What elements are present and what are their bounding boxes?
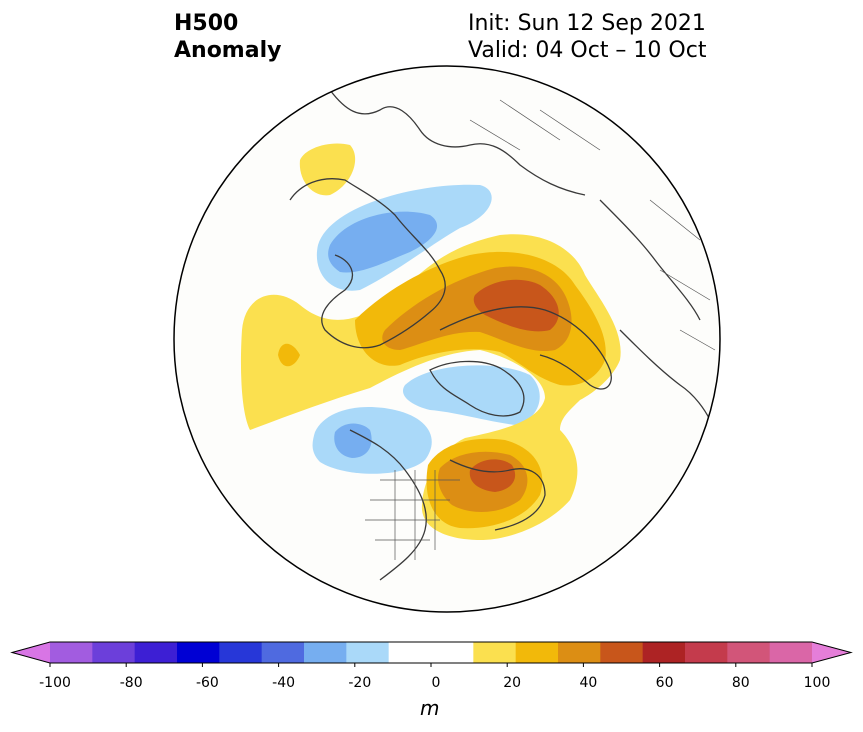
unit-label: m xyxy=(420,696,440,720)
colorbar-segment xyxy=(558,642,601,663)
colorbar-tick-label: -100 xyxy=(39,675,71,691)
colorbar-extend-low xyxy=(12,642,50,663)
colorbar-segment xyxy=(50,642,93,663)
positive-anomaly-redorange xyxy=(469,279,559,492)
colorbar-segment xyxy=(769,642,813,663)
colorbar-tick-label: 100 xyxy=(803,675,831,691)
init-date: Init: Sun 12 Sep 2021 xyxy=(468,11,706,36)
colorbar-segment xyxy=(261,642,305,663)
colorbar-tick-label: 20 xyxy=(503,675,522,691)
negative-anomaly-mid xyxy=(328,211,438,458)
field-title: Anomaly xyxy=(174,38,282,63)
colorbar-tick-label: 40 xyxy=(579,675,598,691)
map-boundary xyxy=(173,65,721,613)
title-block: H500 Anomaly xyxy=(174,10,281,64)
map-disk xyxy=(174,66,720,612)
colorbar-tick-label: -60 xyxy=(195,675,219,691)
colorbar-segment xyxy=(134,642,178,663)
colorbar-segment xyxy=(304,642,347,663)
colorbar xyxy=(10,641,853,667)
colorbar-segment xyxy=(600,642,644,663)
colorbar-tick-label: 0 xyxy=(431,675,441,691)
colorbar-segment xyxy=(92,642,136,663)
valid-date: Valid: 04 Oct – 10 Oct xyxy=(468,38,707,63)
colorbar-segment xyxy=(346,642,390,663)
colorbar-segment xyxy=(473,642,517,663)
colorbar-segment xyxy=(727,642,771,663)
colorbar-segment xyxy=(685,642,728,663)
colorbar-segment xyxy=(515,642,559,663)
date-block: Init: Sun 12 Sep 2021 Valid: 04 Oct – 10… xyxy=(468,10,706,64)
colorbar-segment xyxy=(642,642,686,663)
colorbar-tick-label: -80 xyxy=(119,675,143,691)
political-borders xyxy=(365,99,716,560)
colorbar-tick-label: 60 xyxy=(655,675,674,691)
colorbar-segment xyxy=(219,642,263,663)
variable-title: H500 xyxy=(174,11,239,36)
polar-map xyxy=(173,65,721,613)
colorbar-extend-high xyxy=(812,642,851,663)
colorbar-tick-label: 80 xyxy=(731,675,750,691)
colorbar-tick-label: -20 xyxy=(348,675,372,691)
colorbar-segment xyxy=(177,642,220,663)
colorbar-segment xyxy=(388,642,432,663)
colorbar-segment xyxy=(431,642,474,663)
colorbar-tick-label: -40 xyxy=(272,675,296,691)
